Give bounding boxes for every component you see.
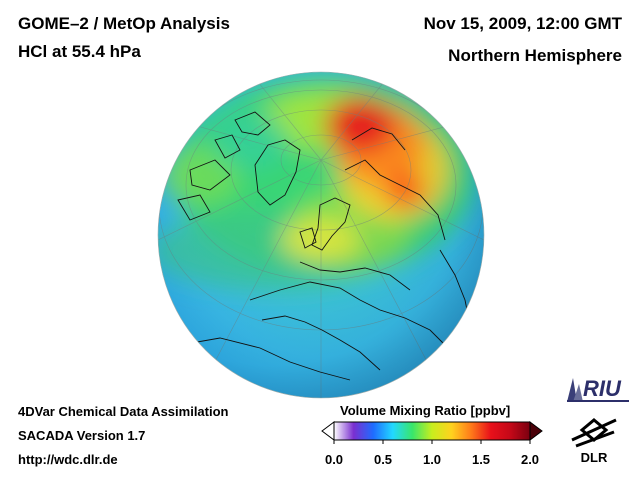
dlr-logo: DLR bbox=[571, 418, 617, 465]
colorbar-tick-label: 1.5 bbox=[471, 452, 491, 467]
globe-map bbox=[157, 71, 485, 399]
riu-logo: RIU bbox=[567, 376, 629, 402]
footer-url: http://wdc.dlr.de bbox=[18, 452, 118, 467]
colorbar-tick-label: 1.0 bbox=[422, 452, 442, 467]
map-subtitle: HCl at 55.4 hPa bbox=[18, 42, 141, 61]
footer-version: SACADA Version 1.7 bbox=[18, 428, 146, 443]
colorbar-bar bbox=[333, 421, 531, 441]
colorbar-tick-label: 0.0 bbox=[324, 452, 344, 467]
map-title: GOME–2 / MetOp Analysis bbox=[18, 14, 230, 33]
map-region: Northern Hemisphere bbox=[448, 46, 622, 65]
colorbar-high-arrow bbox=[529, 421, 543, 441]
map-datetime: Nov 15, 2009, 12:00 GMT bbox=[423, 14, 622, 33]
colorbar bbox=[321, 421, 543, 444]
colorbar-low-arrow bbox=[321, 421, 335, 441]
dlr-text: DLR bbox=[581, 450, 608, 465]
footer-method: 4DVar Chemical Data Assimilation bbox=[18, 404, 229, 419]
colorbar-tick-label: 2.0 bbox=[520, 452, 540, 467]
colorbar-title: Volume Mixing Ratio [ppbv] bbox=[340, 403, 511, 418]
colorbar-tick-label: 0.5 bbox=[373, 452, 393, 467]
riu-text: RIU bbox=[583, 376, 622, 401]
